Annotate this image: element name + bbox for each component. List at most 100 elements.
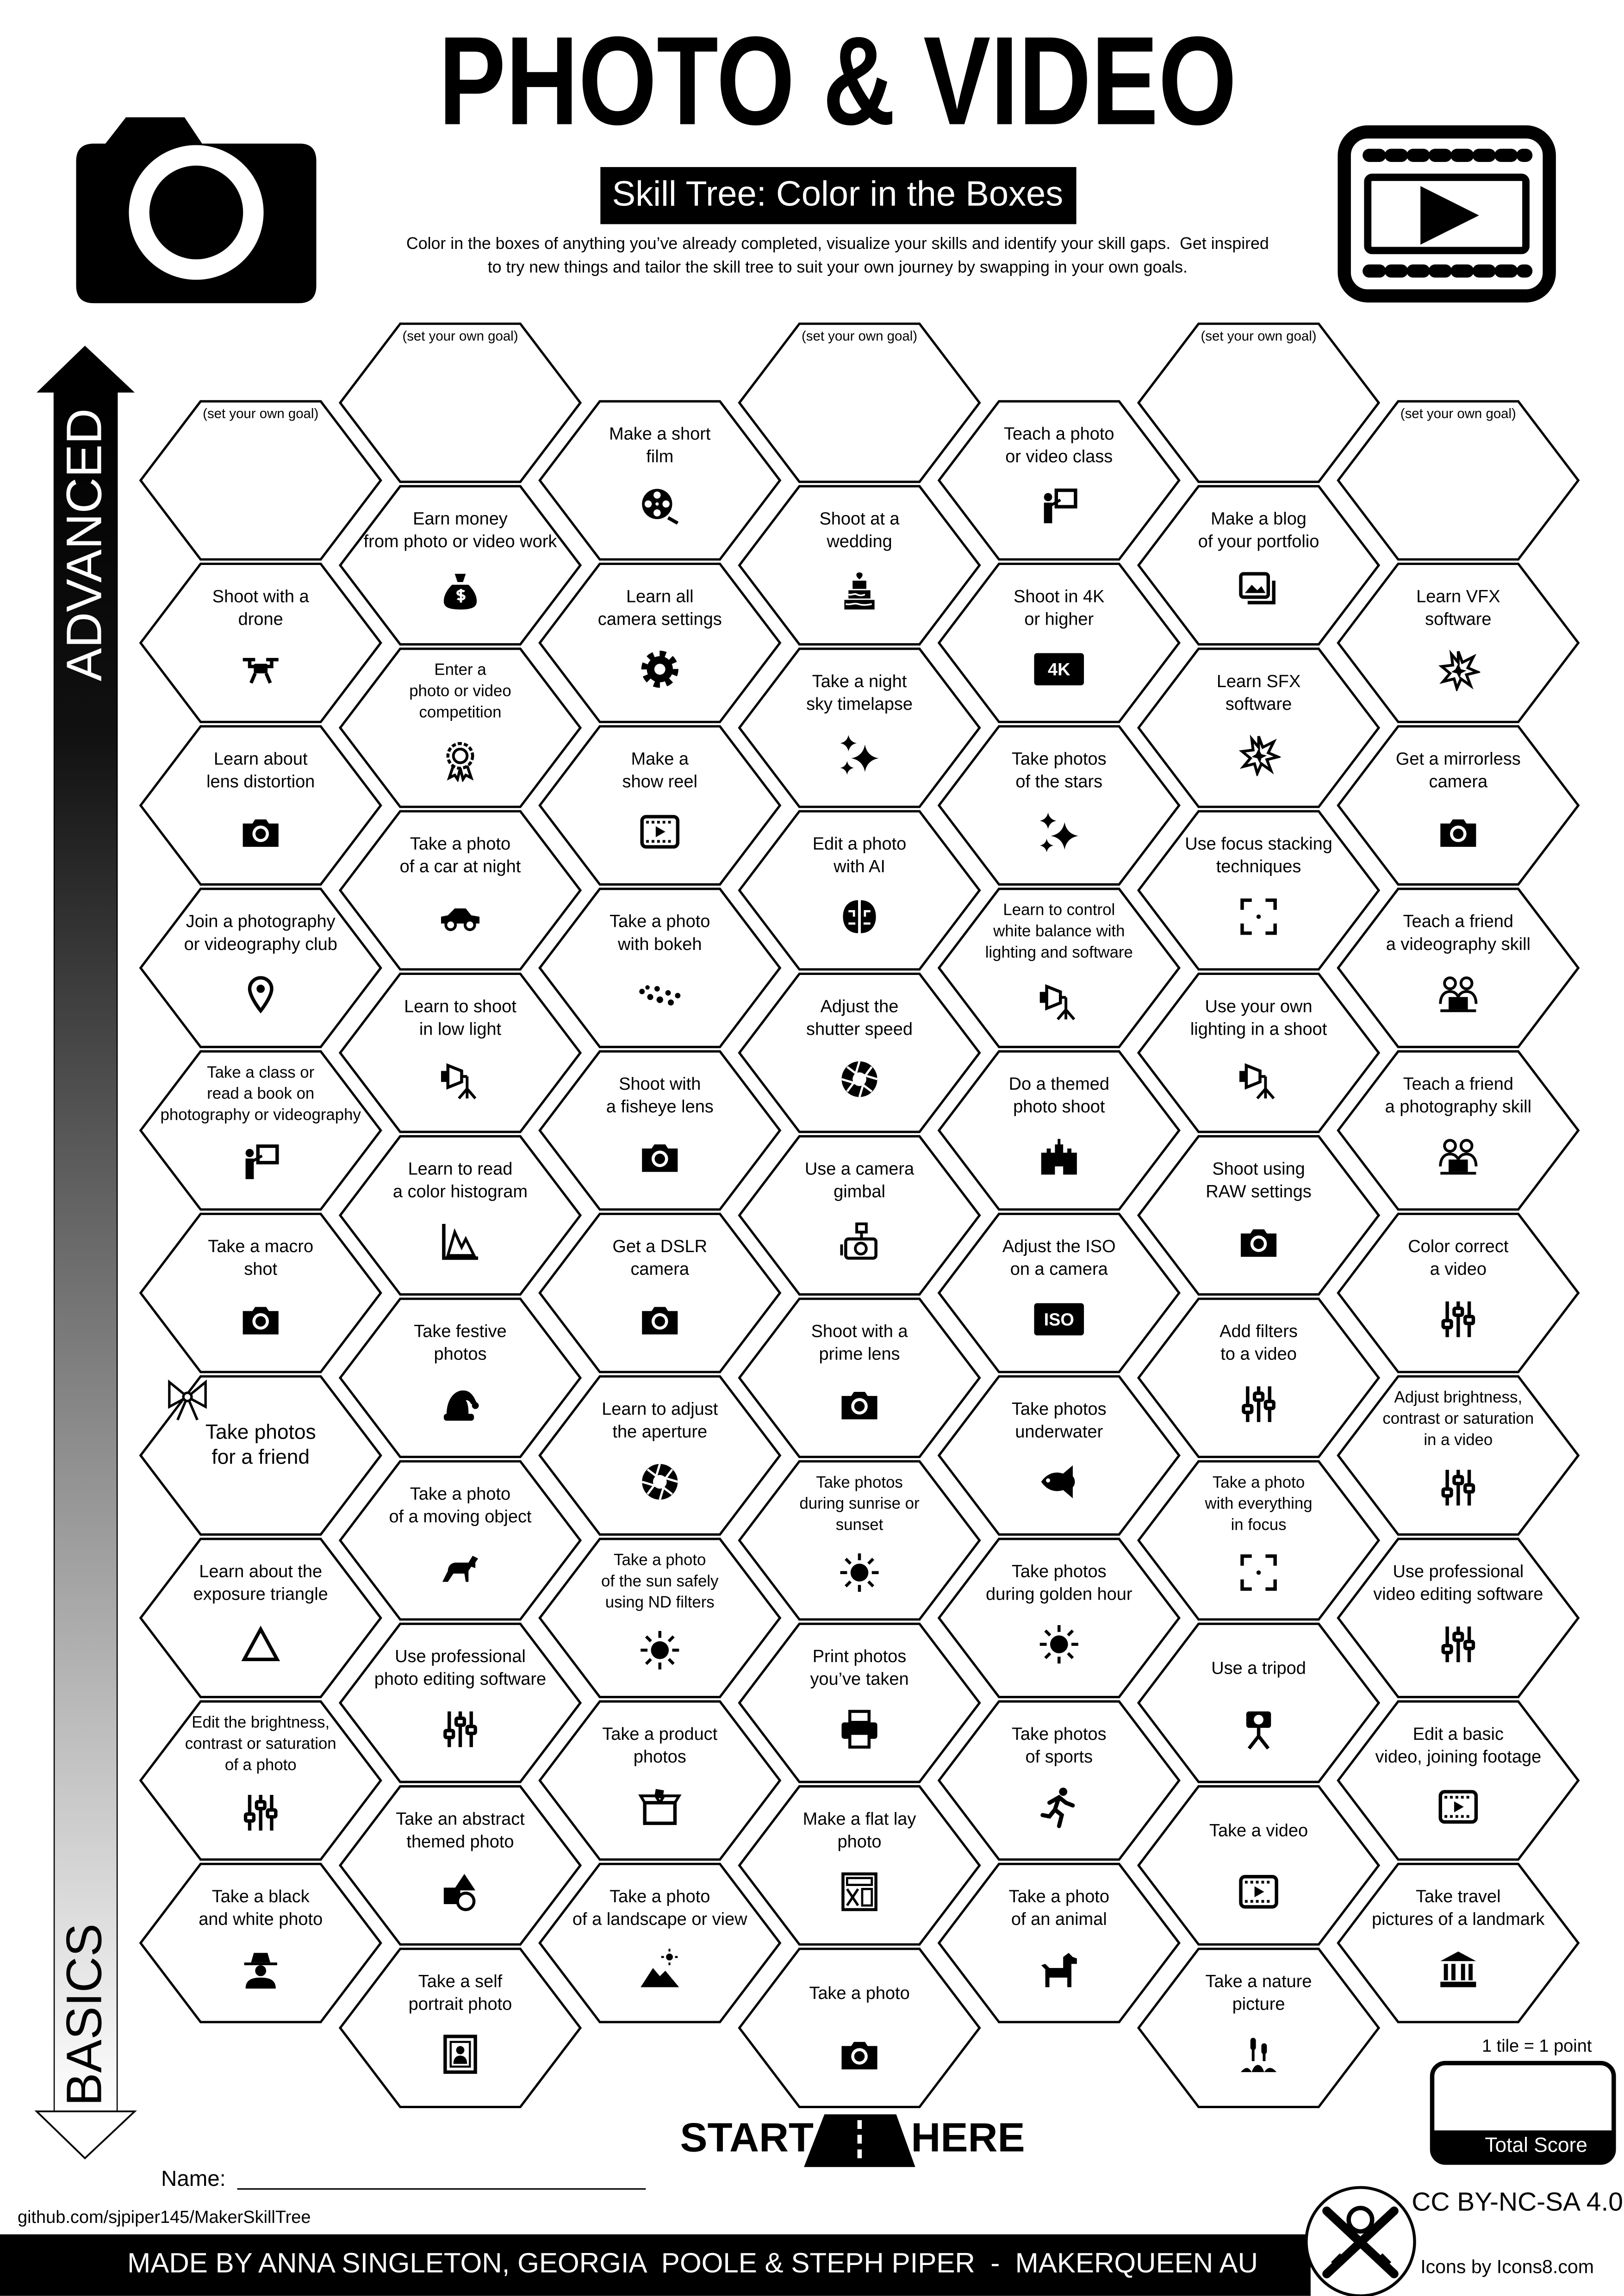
tile-label: film: [646, 447, 673, 466]
tile-label: or videography club: [184, 935, 337, 954]
skill-tile: Get a DSLR camera: [538, 1212, 782, 1373]
hexagon: [738, 1948, 981, 2109]
tile-label: Take photos: [1012, 1725, 1107, 1744]
tile-label: Take a photo: [410, 834, 510, 854]
tile-label: Shoot using: [1212, 1159, 1305, 1179]
tile-label: competition: [419, 703, 502, 721]
score-label: Total Score: [1485, 2134, 1587, 2157]
tile-label: Make a blog: [1211, 509, 1307, 529]
tile-label: Get a DSLR: [612, 1237, 707, 1256]
hexagon: [1137, 1460, 1381, 1621]
tile-label: Take a photo: [1213, 1473, 1305, 1491]
skill-tile: Learn to read a color histogram: [338, 1135, 582, 1296]
tile-label: and white photo: [199, 1910, 323, 1929]
tile-label: camera: [630, 1260, 689, 1279]
tile-label: video editing software: [1373, 1585, 1543, 1604]
tile-label: you’ve taken: [810, 1669, 908, 1689]
tile-label: shot: [244, 1260, 277, 1279]
tile-label: Take a photo: [410, 1484, 510, 1504]
tile-label: Take a product: [602, 1725, 717, 1744]
tile-icon: [642, 1144, 678, 1172]
hexagon: [738, 1135, 981, 1296]
tile-icon: [641, 1631, 679, 1669]
tile-label: video, joining footage: [1375, 1747, 1541, 1767]
tile-icon: [841, 1392, 877, 1420]
tile-label: of sports: [1026, 1747, 1093, 1767]
tile-label: RAW settings: [1206, 1182, 1311, 1202]
tile-label: software: [1425, 609, 1491, 629]
hexagon: [738, 485, 981, 646]
here-label: HERE: [911, 2115, 1025, 2160]
hexagon: [937, 1862, 1181, 2023]
hexagon: [139, 1862, 382, 2023]
footer-credits: MADE BY ANNA SINGLETON, GEORGIA POOLE & …: [127, 2247, 1258, 2278]
hexagon: [937, 400, 1181, 561]
skill-tile: Take a video: [1137, 1785, 1381, 1946]
hexagon: [937, 1700, 1181, 1861]
hexagon: [338, 1460, 582, 1621]
tile-label: Adjust brightness,: [1394, 1388, 1523, 1406]
tile-label: Teach a photo: [1004, 424, 1114, 444]
tile-icon: [1443, 1470, 1473, 1506]
tile-label: drone: [238, 609, 283, 629]
tile-label: Learn about: [214, 750, 308, 769]
tile-label: during golden hour: [986, 1585, 1132, 1604]
hexagon: [1137, 1785, 1381, 1946]
hexagon: [1337, 400, 1580, 561]
hexagon: [738, 647, 981, 808]
tile-label: sunset: [836, 1516, 884, 1534]
skill-tile: Take a class or read a book on photography…: [139, 1050, 382, 1211]
skill-tile: Shoot with a prime lens: [738, 1297, 981, 1458]
tile-label: with bokeh: [617, 935, 702, 954]
skill-tile: Learn to adjust the aperture: [538, 1375, 782, 1536]
skill-tile: Take photos underwater: [937, 1375, 1181, 1536]
tile-icon: [642, 1464, 678, 1500]
tile-label: Take a photo: [614, 1551, 706, 1569]
tile-label: Print photos: [813, 1647, 907, 1666]
hexagon: [338, 810, 582, 971]
skill-tile: Take a photo: [738, 1948, 981, 2109]
tile-label: Join a photography: [186, 912, 336, 931]
hexagon: [538, 1375, 782, 1536]
axis-bottom-label: BASICS: [56, 1924, 112, 2106]
tile-label: during sunrise or: [799, 1495, 920, 1513]
repo-link: github.com/sjpiper145/MakerSkillTree: [18, 2208, 311, 2227]
skill-tile: Take photos of sports: [937, 1700, 1181, 1861]
hexagon: [1337, 562, 1580, 723]
maker-logo: [1305, 2186, 1416, 2296]
hexagon: [139, 725, 382, 886]
tile-label: Take a video: [1209, 1821, 1308, 1841]
badge-label: ISO: [1044, 1310, 1074, 1329]
hexagon: [1337, 1862, 1580, 2023]
hexagon: [738, 323, 981, 483]
hexagon: [738, 810, 981, 971]
hexagon: [139, 1538, 382, 1699]
hexagon: [1337, 1700, 1580, 1861]
description: to try new things and tailor the skill t…: [488, 258, 1188, 276]
skill-tile: Take a photo of the sun safely using ND fi…: [538, 1538, 782, 1699]
skill-tile: Take a nature picture: [1137, 1948, 1381, 2109]
tile-label: a color histogram: [393, 1182, 528, 1202]
tile-label: Shoot with: [619, 1074, 701, 1094]
tile-icon: [840, 1553, 878, 1592]
tile-icon: [243, 1307, 279, 1334]
badge-icon: [1034, 1303, 1084, 1336]
skill-tile: Learn all camera settings: [538, 562, 782, 723]
skill-tile: Take a photo with everything in focus: [1137, 1460, 1381, 1621]
tile-label: Take a macro: [208, 1237, 313, 1256]
tile-label: Take a photo: [610, 912, 710, 931]
tile-label: Learn to control: [1003, 901, 1115, 919]
hexagon: [937, 725, 1181, 886]
hexagon: [139, 1050, 382, 1211]
hexagon: [139, 400, 382, 561]
hexagon: [338, 485, 582, 646]
tile-label: Take a photo: [1009, 1887, 1109, 1906]
tile-label: Teach a friend: [1403, 1074, 1513, 1094]
goal-label: (set your own goal): [802, 329, 917, 344]
tile-label: camera: [1429, 772, 1488, 792]
tile-label: photo: [838, 1832, 882, 1851]
tile-label: Take a class or: [207, 1063, 314, 1081]
tile-label: Take a black: [212, 1887, 310, 1906]
